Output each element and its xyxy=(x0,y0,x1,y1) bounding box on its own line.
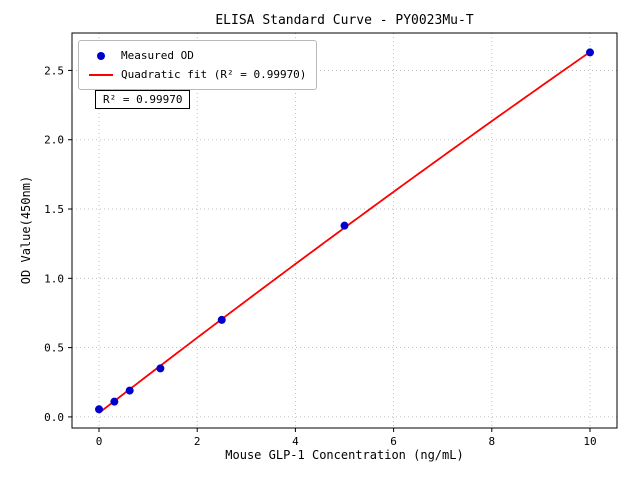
measured-od-points xyxy=(95,48,594,414)
x-tick-label: 2 xyxy=(194,435,201,448)
legend-item-quadratic-fit: Quadratic fit (R² = 0.99970) xyxy=(87,65,306,84)
x-tick-label: 10 xyxy=(583,435,596,448)
line-marker-icon xyxy=(89,73,113,76)
data-point xyxy=(110,397,119,406)
y-tick-label: 0.0 xyxy=(44,411,64,424)
data-point xyxy=(340,221,349,230)
data-point xyxy=(217,315,226,324)
data-point xyxy=(95,405,104,414)
y-tick-label: 1.5 xyxy=(44,203,64,216)
grid-lines xyxy=(72,33,617,428)
chart-title: ELISA Standard Curve - PY0023Mu-T xyxy=(215,13,474,28)
data-point xyxy=(585,48,594,57)
legend-item-measured-od: Measured OD xyxy=(87,46,306,65)
legend: Measured OD Quadratic fit (R² = 0.99970) xyxy=(78,40,318,90)
tick-marks xyxy=(68,69,591,432)
y-tick-label: 0.5 xyxy=(44,342,64,355)
y-tick-label: 2.5 xyxy=(44,64,64,77)
axes-border xyxy=(71,32,618,429)
data-point xyxy=(156,364,165,373)
y-axis-label: OD Value(450nm) xyxy=(19,175,33,285)
legend-label-measured-od: Measured OD xyxy=(121,49,194,62)
x-axis-label: Mouse GLP-1 Concentration (ng/mL) xyxy=(225,448,464,462)
y-tick-label: 1.0 xyxy=(44,272,64,285)
x-tick-label: 6 xyxy=(390,435,397,448)
scatter-marker-icon xyxy=(97,51,105,60)
r-squared-annotation: R² = 0.99970 xyxy=(95,90,191,109)
x-tick-label: 0 xyxy=(96,435,103,448)
x-tick-label: 8 xyxy=(488,435,495,448)
legend-label-quadratic-fit: Quadratic fit (R² = 0.99970) xyxy=(121,68,307,81)
tick-labels: 0 2 4 6 8 10 0.0 0.5 1.0 1.5 2.0 2.5 xyxy=(44,64,596,448)
x-tick-label: 4 xyxy=(292,435,299,448)
y-tick-label: 2.0 xyxy=(44,134,64,147)
data-point xyxy=(125,386,134,395)
